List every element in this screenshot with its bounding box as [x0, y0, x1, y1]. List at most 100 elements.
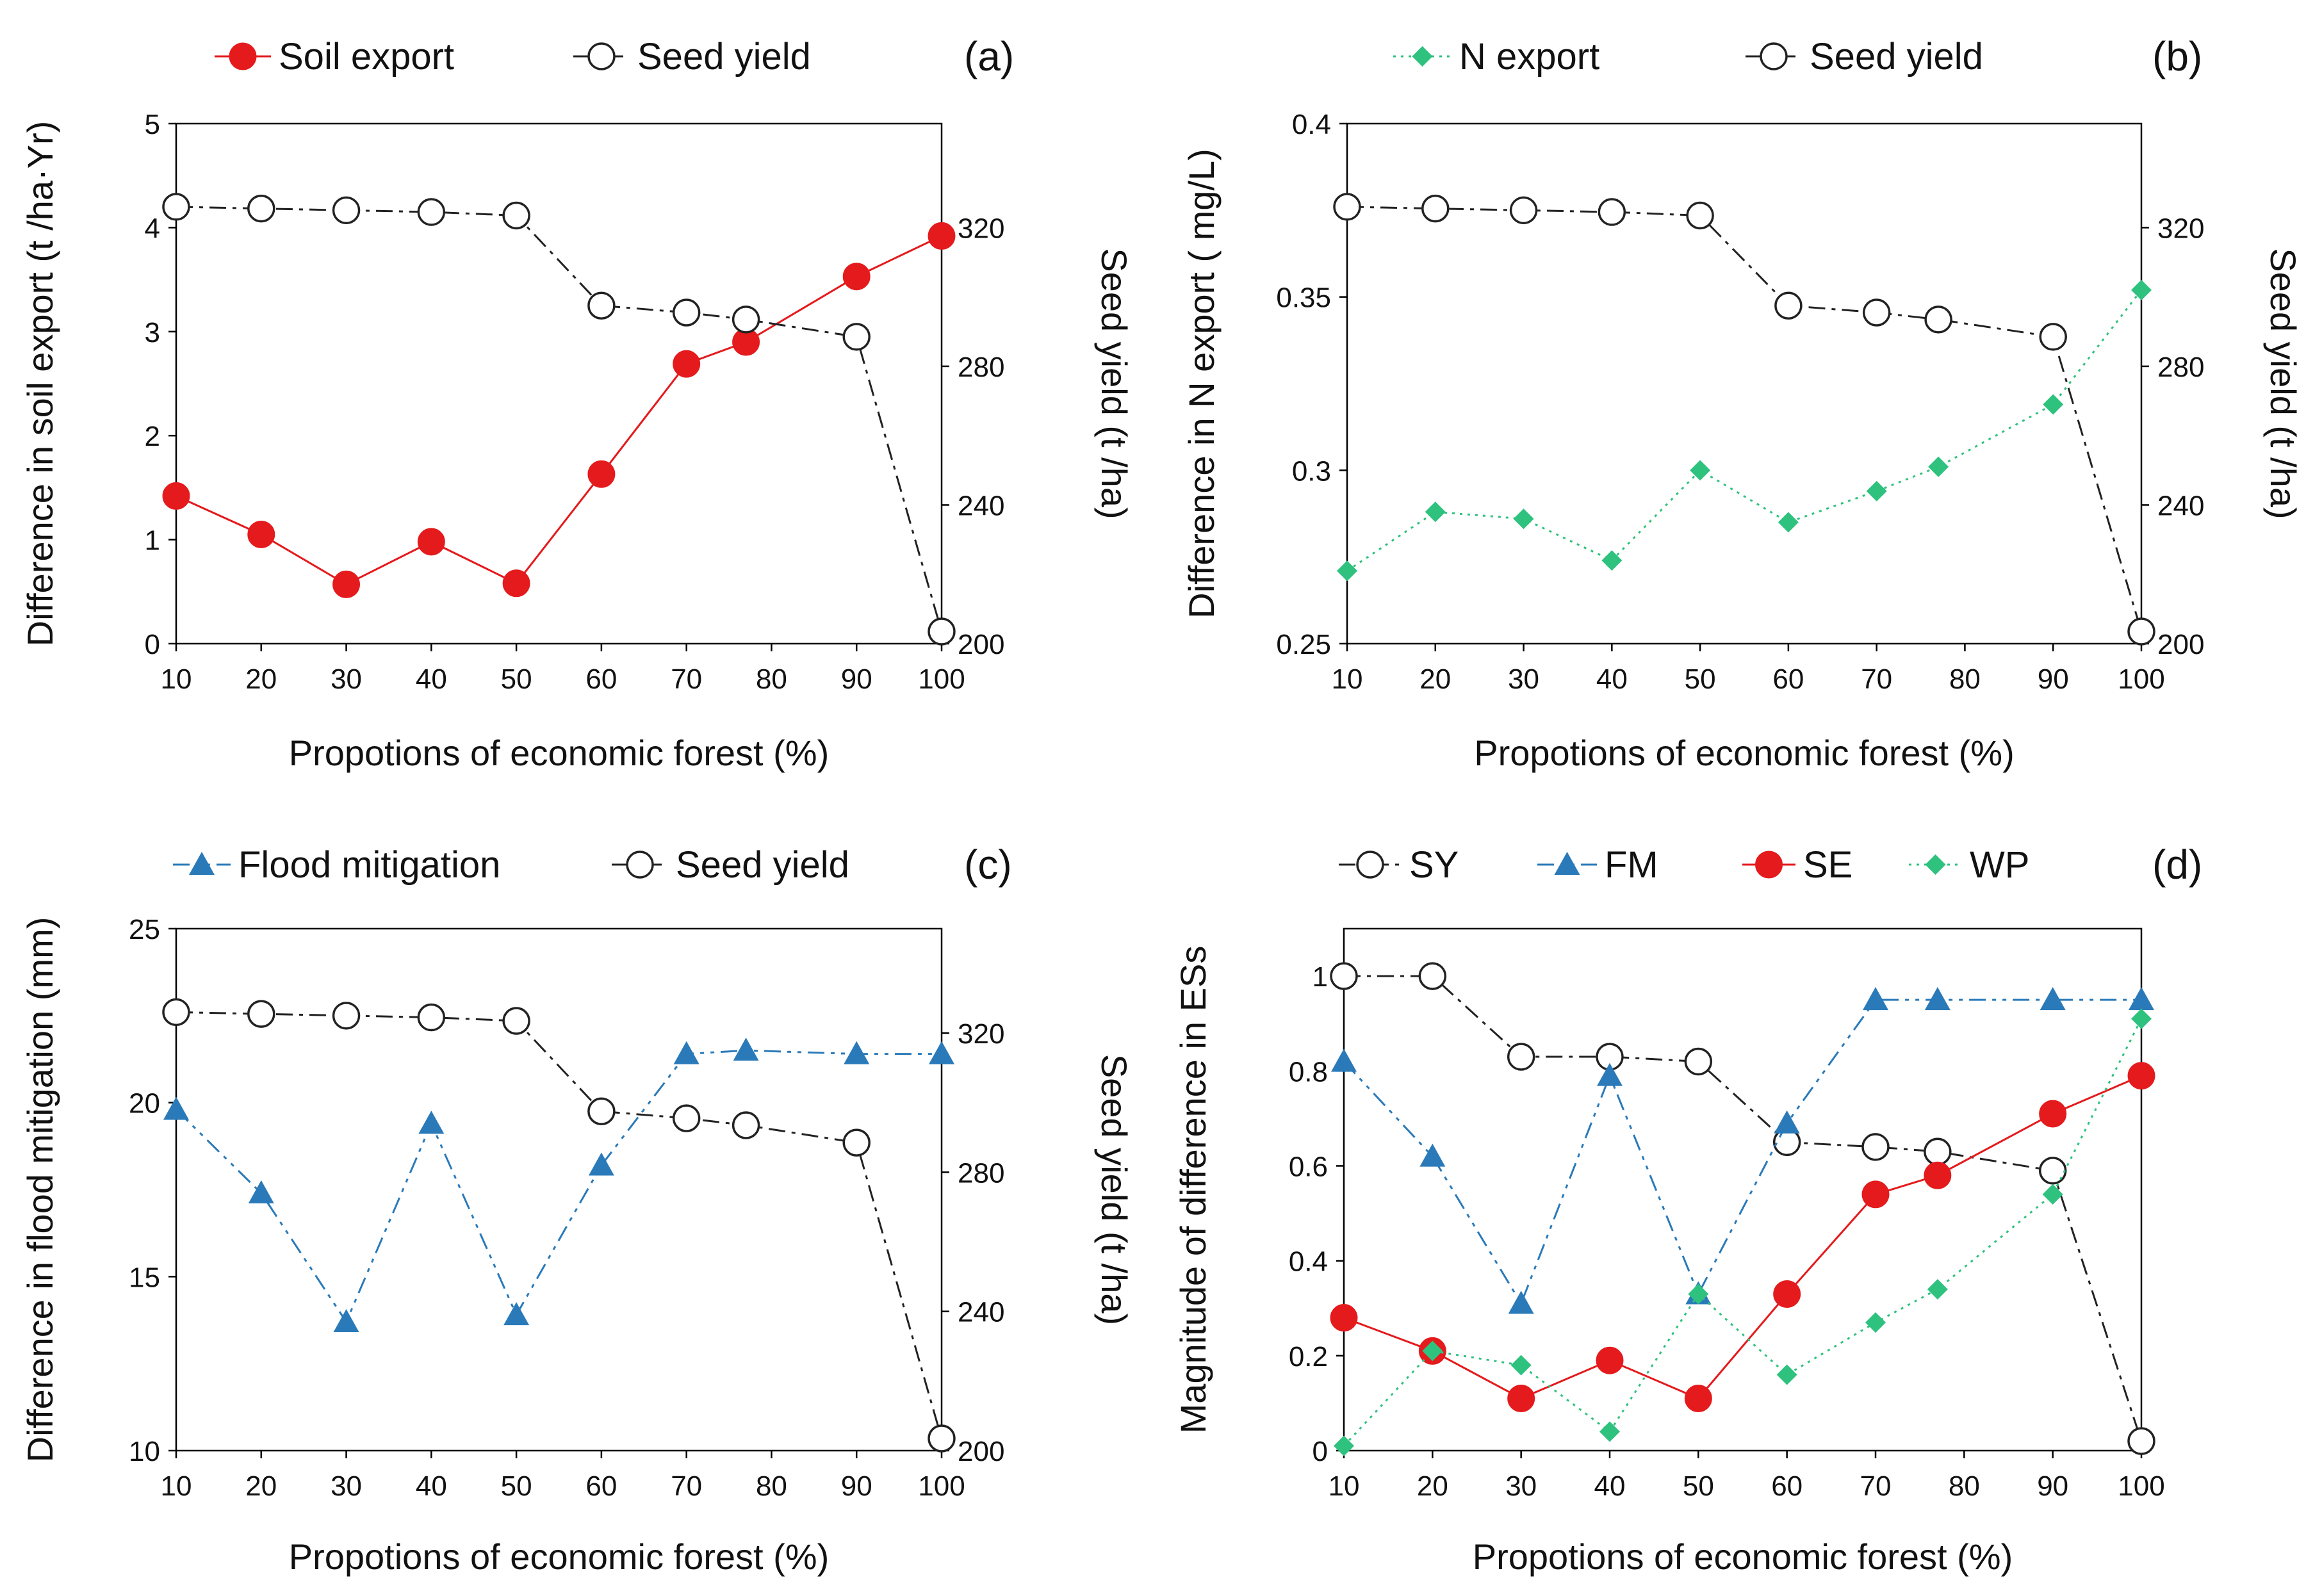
y-tick-label-left: 15 — [129, 1262, 160, 1293]
series-flood-mitigation — [163, 1038, 954, 1332]
series-line — [1346, 289, 2143, 572]
data-point — [844, 1041, 870, 1064]
data-point — [502, 569, 530, 598]
x-tick-label: 100 — [918, 664, 965, 695]
data-point — [673, 350, 701, 378]
data-point — [1688, 1283, 1709, 1305]
data-point — [503, 1302, 530, 1326]
data-point — [1862, 298, 1891, 327]
plot-frame — [175, 122, 943, 645]
data-point — [333, 1308, 359, 1332]
data-point — [1690, 460, 1711, 481]
data-point — [1330, 1304, 1358, 1332]
plot-frame — [1343, 927, 2143, 1452]
panel-label: (b) — [2152, 33, 2202, 79]
data-point — [587, 460, 616, 488]
data-point — [332, 570, 361, 598]
panel-d: 10 20 30 40 50 60 70 80 90 100 0 0.2 0.4 0.6 0.8 1 Propo… — [1173, 842, 2202, 1577]
y-axis-label-right: Seed yield (t /ha) — [1094, 1054, 1134, 1325]
data-point — [417, 1003, 446, 1032]
x-tick-label: 10 — [1329, 1470, 1360, 1502]
x-tick-label: 90 — [841, 1470, 872, 1502]
data-point — [673, 1041, 699, 1064]
data-point — [1337, 560, 1357, 582]
data-point — [1861, 1133, 1890, 1161]
x-tick-label: 80 — [1949, 1470, 1980, 1502]
data-point — [1865, 1312, 1886, 1333]
x-tick-label: 100 — [2118, 1470, 2164, 1502]
y-tick-label-right: 200 — [2157, 629, 2204, 660]
y-tick-label-right: 320 — [958, 1018, 1004, 1050]
data-point — [248, 1180, 274, 1203]
y-axis-label-left: Magnitude of difference in ESs — [1173, 946, 1213, 1434]
series-line — [175, 1049, 942, 1324]
legend-entry: N export — [1393, 36, 1599, 77]
y-tick-label-left: 20 — [129, 1088, 160, 1120]
data-point — [732, 305, 760, 334]
data-point — [587, 291, 616, 320]
data-point — [2129, 987, 2154, 1011]
data-point — [2042, 1184, 2063, 1205]
x-tick-label: 20 — [245, 1470, 277, 1502]
data-point — [1924, 987, 1950, 1011]
data-point — [1863, 987, 1888, 1011]
y-tick-label-left: 0.4 — [1289, 1246, 1328, 1278]
legend-label: Seed yield — [637, 36, 811, 77]
x-tick-label: 80 — [756, 1470, 787, 1502]
legend-entry: SE — [1742, 844, 1852, 886]
data-point — [163, 1096, 189, 1120]
data-point — [1425, 501, 1446, 523]
x-tick-label: 10 — [1332, 664, 1363, 695]
series-line — [1346, 206, 2143, 632]
x-tick-label: 70 — [671, 664, 702, 695]
data-point — [928, 617, 956, 646]
data-point — [1861, 1180, 1890, 1209]
data-point — [502, 201, 530, 230]
y-tick-label-left: 5 — [145, 109, 160, 140]
data-point — [1774, 291, 1803, 320]
x-tick-label: 30 — [331, 664, 362, 695]
data-point — [162, 482, 190, 510]
legend-label: Soil export — [279, 36, 454, 77]
data-point — [1776, 1364, 1797, 1385]
data-point — [1330, 962, 1358, 990]
data-point — [1684, 1385, 1712, 1412]
data-point — [417, 198, 446, 226]
data-point — [1597, 1063, 1623, 1086]
legend-label: FM — [1605, 844, 1658, 886]
series-line — [176, 206, 943, 632]
y-tick-label-left: 0 — [145, 629, 160, 660]
data-point — [502, 1007, 530, 1035]
x-tick-label: 40 — [1594, 1470, 1626, 1502]
y-tick-label-left: 3 — [145, 317, 160, 348]
x-tick-label: 60 — [585, 664, 617, 695]
data-point — [1596, 1346, 1624, 1374]
data-point — [1598, 198, 1626, 226]
data-point — [928, 1424, 956, 1453]
y-tick-label-left: 1 — [1312, 961, 1328, 993]
legend-label: Seed yield — [1810, 36, 1983, 77]
data-point — [1924, 305, 1952, 334]
series-seed-yield — [1333, 193, 2155, 646]
series-seed-yield — [162, 193, 956, 646]
data-point — [2040, 987, 2066, 1011]
series-n-export — [1337, 279, 2152, 582]
data-point — [842, 263, 871, 291]
x-tick-label: 30 — [1505, 1470, 1537, 1502]
series-line — [1343, 1018, 2143, 1447]
legend-entry: Seed yield — [612, 844, 849, 886]
legend-marker — [189, 852, 215, 875]
y-tick-label-right: 240 — [958, 490, 1004, 521]
panel-label: (d) — [2152, 842, 2202, 888]
y-tick-label-left: 0 — [1312, 1436, 1328, 1467]
legend-label: N export — [1459, 36, 1599, 77]
x-tick-label: 40 — [416, 1470, 447, 1502]
x-tick-label: 50 — [1683, 1470, 1714, 1502]
data-point — [1513, 509, 1534, 530]
legend-marker — [1760, 42, 1788, 70]
data-point — [1774, 1110, 1800, 1134]
legend-marker — [1925, 854, 1946, 875]
y-axis-label-left: Difference in flood mitigation (mm) — [20, 917, 60, 1463]
legend-entry: SY — [1339, 844, 1459, 886]
